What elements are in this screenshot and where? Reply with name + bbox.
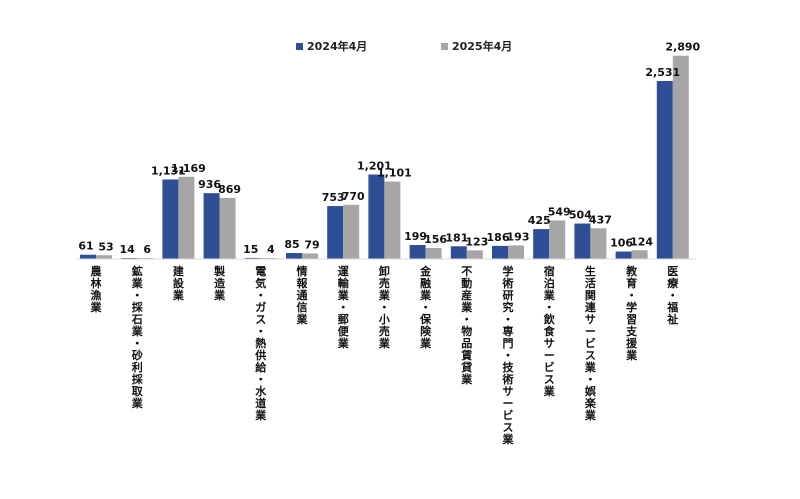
value-label-2-5: 4: [267, 243, 275, 256]
value-label-1-10: 181: [445, 231, 468, 244]
bar-1-3: [162, 179, 179, 259]
category-label-2: 鉱業・採石業・砂利採取業: [131, 264, 144, 410]
value-label-2-2: 6: [143, 243, 151, 256]
bar-1-14: [615, 251, 632, 259]
category-label-10: 不動産業・物品賃貸業: [460, 265, 473, 386]
category-labels: 農林漁業 鉱業・採石業・砂利採取業 建設業 製造業 電気・ガス・熱供給・水道業 情報通信業…: [90, 264, 680, 446]
bar-2-3: [178, 176, 195, 259]
value-label-1-4: 936: [198, 178, 221, 191]
value-label-2-6: 79: [304, 238, 319, 251]
bar-1-9: [409, 245, 426, 259]
bar-2-13: [590, 228, 607, 259]
value-label-1-14: 106: [610, 237, 633, 250]
value-label-1-3: 1,131: [151, 164, 186, 177]
value-label-2-7: 770: [342, 190, 365, 203]
bar-1-6: [286, 253, 302, 259]
value-label-1-2: 14: [120, 243, 136, 256]
category-label-8: 卸売業・小売業: [378, 264, 391, 350]
bar-1-11: [492, 245, 508, 259]
bar-2-7: [343, 204, 360, 259]
bar-1-8: [368, 174, 385, 259]
bar-2-4: [219, 197, 236, 259]
bar-1-5: [244, 257, 261, 259]
value-label-2-13: 437: [589, 213, 612, 226]
legend-swatch-2: [441, 43, 448, 50]
category-label-5: 電気・ガス・熱供給・水道業: [254, 265, 267, 422]
category-label-6: 情報通信業: [296, 264, 309, 326]
bar-2-15: [672, 55, 689, 260]
legend-label-2: 2025年4月: [452, 39, 512, 53]
category-label-7: 運輸業・郵便業: [337, 265, 350, 350]
category-label-9: 金融業・保険業: [419, 264, 432, 350]
category-label-13: 生活関連サービス業・娯楽業: [584, 264, 597, 422]
value-label-1-7: 753: [322, 191, 345, 204]
value-label-2-8: 1,101: [377, 167, 412, 180]
bar-2-11: [508, 245, 524, 259]
bar-2-8: [384, 181, 401, 259]
bar-2-6: [302, 253, 318, 259]
bar-1-4: [203, 193, 220, 259]
category-label-3: 建設業: [172, 264, 185, 302]
value-label-2-1: 53: [98, 240, 113, 253]
value-label-1-5: 15: [243, 243, 258, 256]
value-label-2-12: 549: [548, 205, 571, 218]
value-label-2-10: 123: [465, 235, 488, 248]
value-label-2-14: 124: [630, 235, 653, 248]
value-label-2-15: 2,890: [665, 41, 700, 54]
category-label-11: 学術研究・専門・技術サービス業: [502, 264, 515, 446]
legend-swatch-1: [296, 43, 303, 50]
value-label-1-13: 504: [569, 209, 592, 222]
value-label-1-11: 186: [487, 231, 510, 244]
category-label-14: 教育・学習支援業: [625, 264, 638, 362]
legend-label-1: 2024年4月: [307, 39, 367, 53]
value-label-1-9: 199: [404, 230, 427, 243]
category-label-15: 医療・福祉: [666, 265, 679, 326]
legend: 2024年4月 2025年4月: [296, 39, 512, 53]
bar-1-1: [80, 254, 96, 259]
value-label-2-4: 869: [218, 183, 241, 196]
bar-1-10: [450, 246, 467, 259]
bar-2-9: [425, 248, 442, 259]
bars: [80, 55, 689, 260]
value-label-2-9: 156: [424, 233, 447, 246]
value-label-2-11: 193: [507, 230, 530, 243]
category-label-12: 宿泊業・飲食サービス業: [543, 264, 556, 398]
bar-2-12: [549, 220, 566, 259]
bar-1-13: [574, 223, 591, 259]
bar-1-12: [533, 229, 550, 259]
category-label-4: 製造業: [213, 264, 226, 302]
value-label-1-6: 85: [284, 238, 299, 251]
value-label-1-1: 61: [78, 240, 93, 253]
bar-2-14: [631, 250, 648, 259]
value-label-1-15: 2,531: [645, 66, 680, 79]
bar-1-7: [327, 206, 344, 259]
bar-1-15: [656, 80, 673, 260]
bar-2-10: [466, 250, 483, 259]
value-label-1-12: 425: [528, 214, 551, 227]
category-label-1: 農林漁業: [90, 264, 103, 314]
value-label-2-3: 1,169: [171, 162, 206, 175]
value-label-1-8: 1,201: [357, 160, 392, 173]
bar-2-1: [96, 255, 112, 259]
